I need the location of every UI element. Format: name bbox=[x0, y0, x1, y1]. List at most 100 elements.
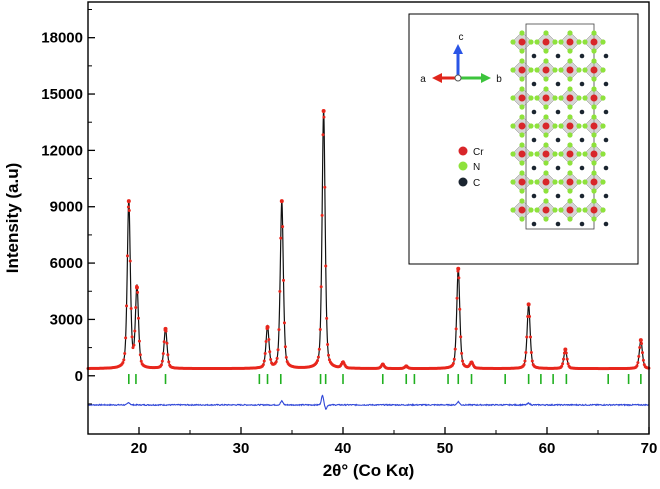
observed-point bbox=[528, 335, 532, 339]
n-atom bbox=[510, 123, 516, 129]
observed-point bbox=[525, 335, 529, 339]
n-atom bbox=[576, 123, 582, 129]
n-atom bbox=[543, 104, 549, 110]
n-atom bbox=[528, 67, 534, 73]
axis-b-arrowhead bbox=[481, 73, 491, 83]
observed-peak-point bbox=[526, 302, 531, 307]
observed-peak-point bbox=[341, 360, 345, 365]
observed-point bbox=[637, 354, 641, 358]
n-atom bbox=[543, 160, 549, 166]
observed-point bbox=[276, 348, 280, 352]
n-atom bbox=[534, 151, 540, 157]
n-atom bbox=[558, 179, 564, 185]
n-atom bbox=[510, 179, 516, 185]
x-tick-label: 40 bbox=[335, 440, 352, 457]
observed-point bbox=[461, 359, 465, 363]
axis-a-arrowhead bbox=[432, 73, 442, 83]
observed-point bbox=[124, 336, 128, 340]
n-atom bbox=[543, 216, 549, 222]
c-atom bbox=[531, 81, 537, 87]
observed-point bbox=[327, 358, 331, 362]
cr-atom bbox=[590, 94, 598, 102]
x-tick-label: 50 bbox=[437, 440, 454, 457]
cr-atom bbox=[542, 66, 550, 74]
axis-origin bbox=[454, 74, 462, 82]
observed-point bbox=[277, 328, 281, 332]
observed-point bbox=[127, 209, 131, 213]
c-atom bbox=[603, 81, 609, 87]
observed-point bbox=[454, 327, 458, 331]
n-atom bbox=[519, 104, 525, 110]
n-atom bbox=[543, 170, 549, 176]
n-atom bbox=[519, 48, 525, 54]
observed-point bbox=[123, 352, 127, 355]
cr-atom bbox=[542, 206, 550, 214]
observed-point bbox=[323, 185, 327, 189]
n-atom bbox=[591, 142, 597, 148]
n-atom bbox=[558, 67, 564, 73]
cr-atom bbox=[590, 38, 598, 46]
y-tick-label: 15000 bbox=[41, 86, 83, 103]
observed-point bbox=[636, 361, 640, 365]
cr-atom bbox=[590, 150, 598, 158]
observed-point bbox=[638, 345, 642, 349]
observed-point bbox=[523, 359, 527, 363]
n-atom bbox=[552, 39, 558, 45]
n-atom bbox=[519, 170, 525, 176]
cr-atom bbox=[566, 122, 574, 130]
observed-point bbox=[319, 285, 323, 289]
n-atom bbox=[591, 76, 597, 82]
element-legend: Cr N C bbox=[458, 146, 484, 189]
n-atom bbox=[567, 198, 573, 204]
n-atom bbox=[519, 160, 525, 166]
observed-point bbox=[137, 339, 141, 343]
inset-frame bbox=[408, 13, 639, 265]
n-atom bbox=[591, 86, 597, 92]
cr-atom bbox=[518, 150, 526, 158]
n-atom bbox=[591, 198, 597, 204]
n-atom bbox=[528, 179, 534, 185]
observed-point bbox=[562, 357, 566, 361]
observed-point bbox=[131, 346, 135, 350]
observed-point bbox=[126, 205, 130, 209]
crystal-structure-image bbox=[510, 23, 609, 230]
observed-point bbox=[263, 352, 267, 356]
legend-label-c: C bbox=[473, 178, 480, 189]
c-atom bbox=[603, 165, 609, 171]
n-atom bbox=[600, 123, 606, 129]
axis-b-label: b bbox=[496, 74, 502, 85]
observed-point bbox=[128, 259, 132, 263]
observed-point bbox=[136, 290, 140, 294]
observed-point bbox=[269, 357, 273, 361]
observed-point bbox=[133, 329, 137, 333]
cr-atom bbox=[590, 122, 598, 130]
observed-point bbox=[322, 115, 326, 119]
n-atom bbox=[582, 39, 588, 45]
cr-atom bbox=[518, 178, 526, 186]
n-atom bbox=[519, 132, 525, 138]
observed-point bbox=[282, 321, 286, 325]
c-atom bbox=[579, 193, 585, 199]
x-tick-label: 70 bbox=[641, 440, 658, 457]
observed-point bbox=[455, 296, 459, 300]
n-atom bbox=[543, 30, 549, 36]
observed-point bbox=[530, 359, 534, 363]
n-atom bbox=[591, 48, 597, 54]
observed-point bbox=[325, 316, 329, 320]
n-atom bbox=[600, 95, 606, 101]
observed-point bbox=[268, 350, 272, 354]
n-atom bbox=[510, 151, 516, 157]
c-atom bbox=[579, 53, 585, 59]
observed-point bbox=[326, 343, 330, 346]
observed-point bbox=[161, 352, 165, 356]
c-atom bbox=[603, 137, 609, 143]
n-atom bbox=[519, 188, 525, 194]
axes-layer: 20 30 40 50 60 70 0 3000 6000 9000 12000 15000 18000… bbox=[3, 1, 658, 480]
n-atom bbox=[567, 216, 573, 222]
n-atom bbox=[519, 198, 525, 204]
n-atom bbox=[534, 67, 540, 73]
observed-point bbox=[130, 335, 134, 339]
observed-point bbox=[640, 342, 644, 346]
n-atom bbox=[558, 207, 564, 213]
